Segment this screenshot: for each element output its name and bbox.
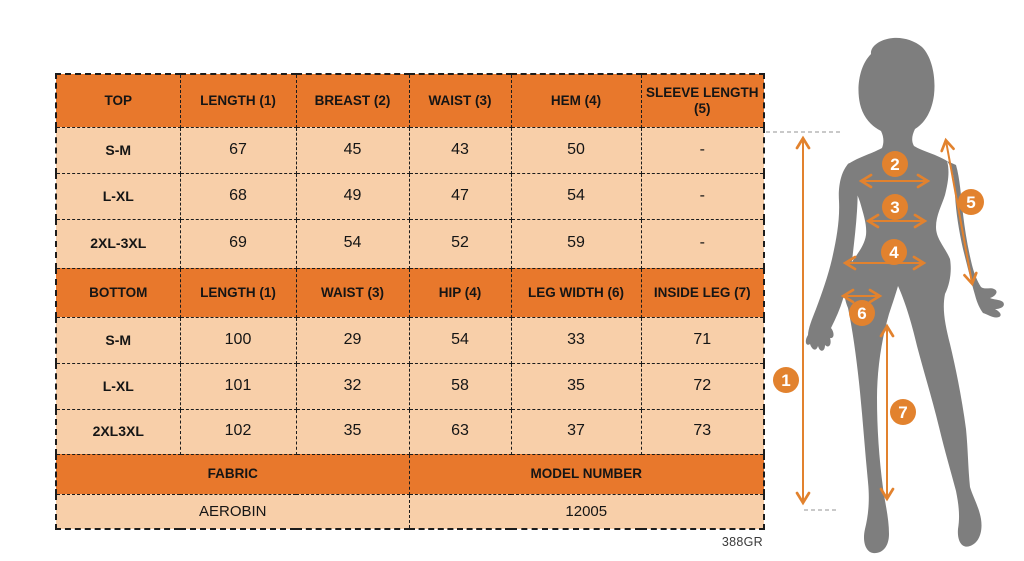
bottom-header-cell: LEG WIDTH (6) <box>510 267 642 318</box>
measure-marker-2: 2 <box>882 151 908 177</box>
measurement-value: 49 <box>295 172 410 220</box>
fabric-header-cell: FABRIC <box>55 453 410 495</box>
weight-note: 388GR <box>721 535 763 549</box>
measurement-value: 54 <box>295 218 410 269</box>
table-row: 2XL3XL 102 35 63 37 73 <box>55 408 765 455</box>
woman-silhouette <box>805 37 1004 554</box>
measurement-figure: 1 2 3 4 5 6 7 <box>766 37 1004 554</box>
bottom-header-cell: INSIDE LEG (7) <box>640 267 765 318</box>
top-header-cell: TOP <box>55 73 181 128</box>
model-number-header-cell: MODEL NUMBER <box>408 453 765 495</box>
measurement-value: 100 <box>179 316 297 364</box>
table-row: S-M 67 45 43 50 - <box>55 126 765 174</box>
measure-marker-7: 7 <box>890 399 916 425</box>
marker-number: 3 <box>890 198 899 217</box>
measurement-value: 47 <box>408 172 512 220</box>
size-label: 2XL3XL <box>55 408 181 455</box>
marker-number: 2 <box>890 155 899 174</box>
size-label: S-M <box>55 316 181 364</box>
table-row: L-XL 68 49 47 54 - <box>55 172 765 220</box>
measurement-value: 45 <box>295 126 410 174</box>
top-header-cell: BREAST (2) <box>295 73 410 128</box>
measurement-value: - <box>640 218 765 269</box>
measurement-value: - <box>640 172 765 220</box>
measurement-value: 50 <box>510 126 642 174</box>
footer-header-row: FABRIC MODEL NUMBER <box>55 453 765 495</box>
marker-number: 5 <box>966 193 975 212</box>
marker-circle <box>849 300 875 326</box>
measure-marker-3: 3 <box>882 194 908 220</box>
measurement-value: 54 <box>408 316 512 364</box>
marker-circle <box>882 151 908 177</box>
measure-marker-5: 5 <box>958 189 984 215</box>
bottom-header-cell: WAIST (3) <box>295 267 410 318</box>
model-number-value-cell: 12005 <box>408 493 765 530</box>
top-header-cell: SLEEVE LENGTH (5) <box>640 73 765 128</box>
measurement-value: 101 <box>179 362 297 410</box>
right-arm-shape <box>947 161 1004 318</box>
footer-value-row: AEROBIN 12005 <box>55 493 765 530</box>
measurement-value: 72 <box>640 362 765 410</box>
measure-marker-6: 6 <box>849 300 875 326</box>
measurement-value: 68 <box>179 172 297 220</box>
measurement-value: 37 <box>510 408 642 455</box>
bottom-header-row: BOTTOM LENGTH (1) WAIST (3) HIP (4) LEG … <box>55 267 765 318</box>
marker-number: 4 <box>889 243 899 262</box>
marker-circle <box>882 194 908 220</box>
measurement-value: 69 <box>179 218 297 269</box>
table-row: L-XL 101 32 58 35 72 <box>55 362 765 410</box>
bottom-header-cell: BOTTOM <box>55 267 181 318</box>
marker-number: 7 <box>898 403 907 422</box>
top-header-cell: WAIST (3) <box>408 73 512 128</box>
measurement-value: 43 <box>408 126 512 174</box>
measurement-value: 35 <box>510 362 642 410</box>
table-row: S-M 100 29 54 33 71 <box>55 316 765 364</box>
marker-circle <box>958 189 984 215</box>
bottom-header-cell: HIP (4) <box>408 267 512 318</box>
measurement-value: 102 <box>179 408 297 455</box>
measurement-value: 35 <box>295 408 410 455</box>
measurement-value: 59 <box>510 218 642 269</box>
top-header-cell: HEM (4) <box>510 73 642 128</box>
marker-circle <box>773 367 799 393</box>
measurement-value: - <box>640 126 765 174</box>
size-label: S-M <box>55 126 181 174</box>
measurement-value: 32 <box>295 362 410 410</box>
table-row: 2XL-3XL 69 54 52 59 - <box>55 218 765 269</box>
measurement-value: 58 <box>408 362 512 410</box>
top-header-row: TOP LENGTH (1) BREAST (2) WAIST (3) HEM … <box>55 73 765 128</box>
measurement-value: 52 <box>408 218 512 269</box>
sleeve-measure-arrow <box>940 137 978 287</box>
measurement-value: 54 <box>510 172 642 220</box>
measurement-value: 63 <box>408 408 512 455</box>
size-chart-table: TOP LENGTH (1) BREAST (2) WAIST (3) HEM … <box>55 73 765 530</box>
measurement-value: 71 <box>640 316 765 364</box>
marker-circle <box>890 399 916 425</box>
measure-marker-4: 4 <box>881 239 907 265</box>
top-header-cell: LENGTH (1) <box>179 73 297 128</box>
measurement-value: 29 <box>295 316 410 364</box>
fabric-value-cell: AEROBIN <box>55 493 410 530</box>
marker-number: 1 <box>781 371 790 390</box>
size-label: L-XL <box>55 172 181 220</box>
marker-circle <box>881 239 907 265</box>
measurement-value: 33 <box>510 316 642 364</box>
bottom-header-cell: LENGTH (1) <box>179 267 297 318</box>
measure-marker-1: 1 <box>773 367 799 393</box>
measurement-value: 67 <box>179 126 297 174</box>
left-arm-shape <box>805 163 858 351</box>
marker-number: 6 <box>857 304 866 323</box>
size-label: 2XL-3XL <box>55 218 181 269</box>
size-label: L-XL <box>55 362 181 410</box>
measurement-value: 73 <box>640 408 765 455</box>
